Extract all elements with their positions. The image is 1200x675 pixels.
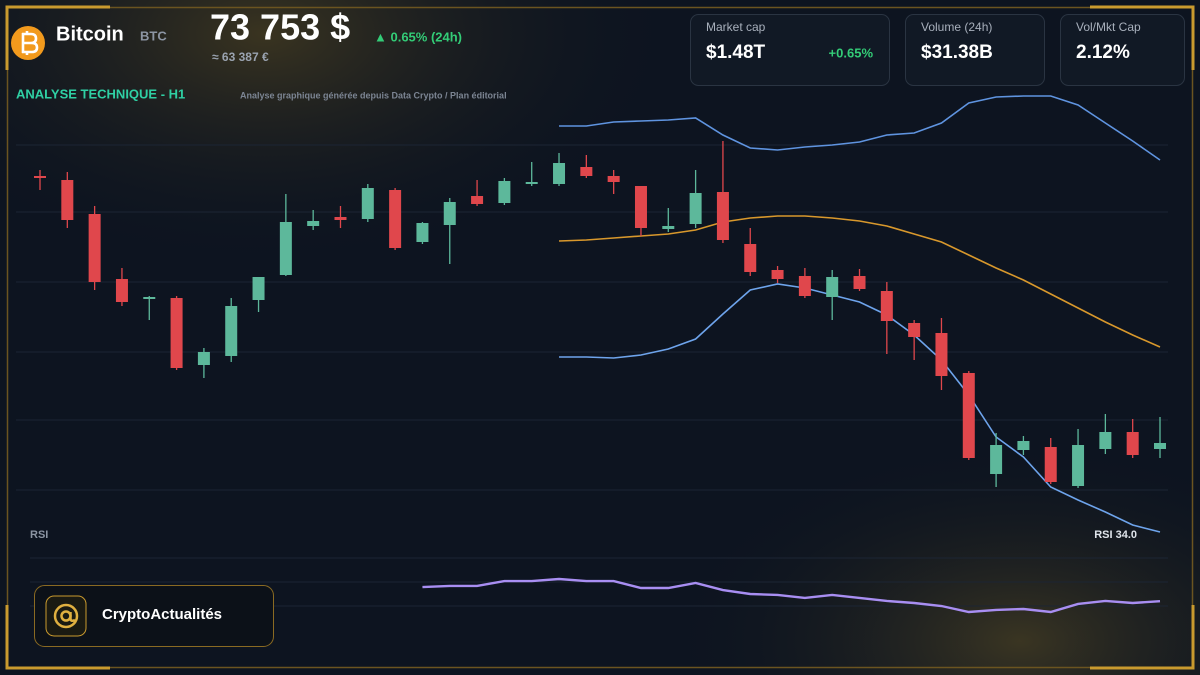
candle-body — [252, 277, 265, 300]
candle-body — [443, 202, 456, 225]
candle-body — [61, 180, 74, 220]
section-note: Analyse graphique générée depuis Data Cr… — [240, 90, 507, 100]
candle-body — [1017, 441, 1030, 450]
candle-body — [416, 223, 429, 242]
candle-body — [361, 188, 374, 219]
brand-box — [34, 585, 274, 647]
price-change: ▲ 0.65% (24h) — [374, 29, 462, 44]
candle-body — [225, 306, 238, 356]
candle-body — [143, 297, 156, 299]
stat-label: Market cap — [706, 20, 766, 34]
candle-body — [935, 333, 948, 376]
stat-label: Vol/Mkt Cap — [1076, 20, 1141, 34]
stat-label: Volume (24h) — [921, 20, 992, 34]
section-title: ANALYSE TECHNIQUE - H1 — [16, 86, 185, 101]
price: 73 753 $ — [210, 7, 350, 48]
ticker: BTC — [140, 28, 167, 43]
candle-body — [962, 373, 975, 458]
brand-name: CryptoActualités — [102, 606, 222, 623]
frame-corners — [5, 5, 1195, 670]
candle-body — [1126, 432, 1139, 455]
stat-card — [690, 14, 890, 86]
line — [559, 95, 1161, 161]
candle-body — [634, 186, 647, 228]
candle-body — [525, 182, 538, 184]
candle-body — [1072, 445, 1085, 486]
candle-body — [170, 298, 183, 368]
stat-card — [905, 14, 1045, 86]
coin-name: Bitcoin — [56, 23, 124, 45]
chart-layer — [34, 95, 1166, 614]
stat-value: $1.48T — [706, 42, 766, 63]
candle-body — [307, 221, 320, 226]
candle-body — [716, 192, 729, 240]
line — [558, 215, 1161, 348]
candle-body — [1044, 447, 1057, 482]
candle-body — [798, 276, 811, 296]
candle-body — [580, 167, 593, 176]
candle-body — [689, 193, 702, 224]
line — [422, 577, 1161, 614]
price-eur: ≈ 63 387 € — [212, 50, 269, 64]
candle-body — [744, 244, 757, 272]
candle-body — [880, 291, 893, 321]
candle-body — [334, 217, 347, 220]
candle-body — [498, 181, 511, 203]
candle-body — [771, 270, 784, 279]
frame — [6, 6, 1194, 669]
brand-icon — [45, 595, 87, 637]
candle-body — [607, 176, 620, 182]
candle-body — [279, 222, 292, 275]
stat-card — [1060, 14, 1185, 86]
candle-body — [908, 323, 921, 337]
rsi-label: RSI — [30, 529, 48, 541]
candle-body — [853, 276, 866, 289]
candle-body — [990, 445, 1003, 474]
candle-body — [197, 352, 210, 365]
stat-change: +0.65% — [829, 45, 874, 60]
candle-body — [115, 279, 128, 302]
candle-body — [826, 277, 839, 297]
stat-value: $31.38B — [921, 42, 993, 63]
candle-body — [389, 190, 402, 248]
candle-body — [471, 196, 484, 204]
rsi-value-text: RSI 34.0 — [1094, 529, 1137, 541]
candle-body — [34, 176, 46, 178]
candle-body — [662, 226, 675, 229]
stat-value: 2.12% — [1076, 42, 1130, 63]
candle-body — [88, 214, 101, 282]
line — [559, 283, 1161, 533]
candle-body — [553, 163, 566, 184]
candle-body — [1154, 443, 1166, 449]
coin-icon — [11, 26, 45, 60]
candle-body — [1099, 432, 1112, 449]
